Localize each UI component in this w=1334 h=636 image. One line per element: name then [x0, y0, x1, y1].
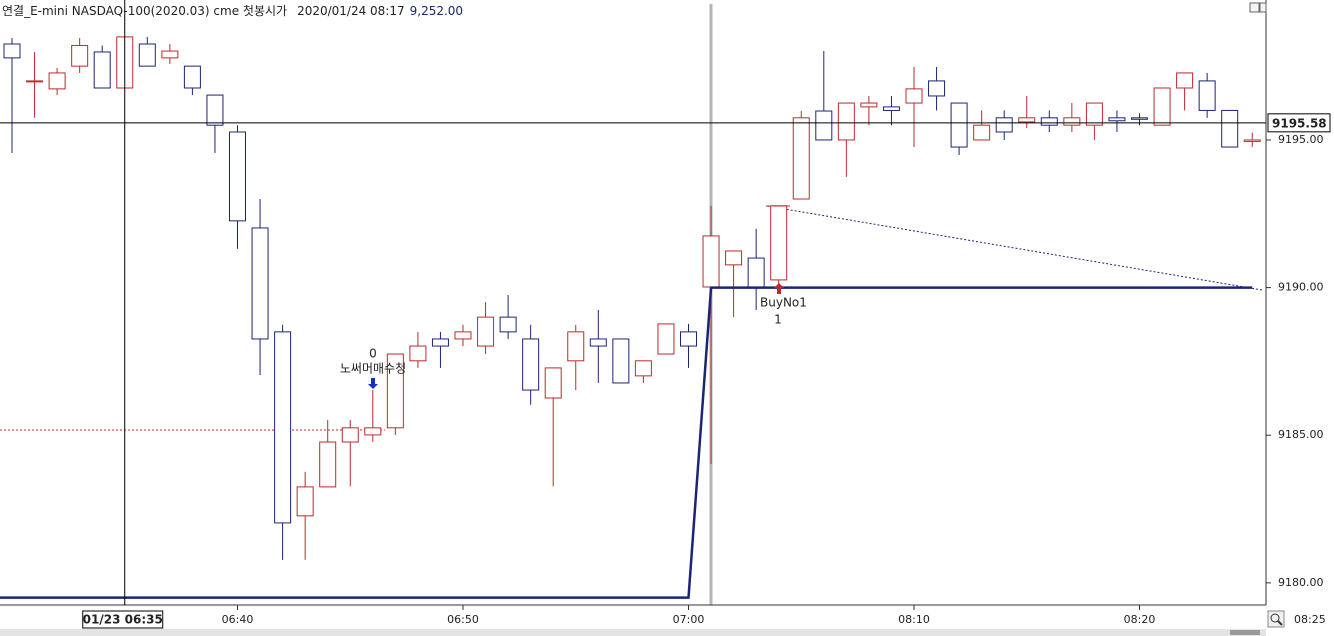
last-price: 9,252.00	[410, 4, 463, 18]
x-tick-label: 06:40	[222, 613, 254, 626]
candle-body	[1221, 109, 1239, 148]
candle-body	[1243, 139, 1261, 142]
signal-arrow	[774, 283, 784, 294]
candle-body	[837, 102, 855, 141]
candle-body	[341, 427, 359, 443]
candle-body	[522, 338, 540, 391]
candle-body	[725, 250, 743, 266]
signal-name: BuyNo1	[760, 296, 807, 310]
window-button[interactable]	[1249, 2, 1260, 13]
candle-body	[544, 367, 562, 399]
zoom-button[interactable]	[1267, 610, 1285, 628]
candle-body	[3, 43, 21, 59]
candle-body	[454, 331, 472, 340]
crosshair-x-label: 01/23 06:35	[83, 613, 163, 627]
candle-body	[386, 353, 404, 429]
plot	[3, 36, 1261, 560]
candle-body	[26, 80, 44, 83]
candle-body	[499, 316, 517, 333]
candle-body	[995, 117, 1013, 133]
candle-body	[1108, 117, 1126, 122]
candle-body	[815, 110, 833, 141]
candle-body	[296, 486, 314, 517]
candle-body	[634, 360, 652, 377]
signal-quantity: 1	[774, 313, 782, 327]
y-tick-label: 9180.00	[1278, 576, 1324, 589]
candle-body	[206, 94, 224, 126]
candle-body	[905, 88, 923, 104]
y-tick-label: 9185.00	[1278, 428, 1324, 441]
candle-body	[1131, 117, 1148, 120]
candle-body	[431, 338, 449, 347]
candle-body	[770, 205, 788, 281]
candle-body	[477, 316, 495, 347]
candle-body	[567, 331, 585, 362]
candle-body	[1198, 80, 1216, 111]
candle-body	[1063, 117, 1081, 126]
candle-body	[319, 441, 337, 488]
candle-body	[973, 124, 991, 141]
candle-body	[1040, 117, 1058, 126]
signal-quantity: 0	[369, 347, 377, 361]
scrollbar[interactable]	[0, 629, 1266, 636]
candle-body	[589, 338, 607, 347]
candle-body	[71, 44, 89, 67]
scroll-thumb[interactable]	[1230, 630, 1260, 635]
candle-body	[138, 43, 156, 67]
x-tick-label: 08:20	[1124, 613, 1156, 626]
y-tick-label: 9195.00	[1278, 133, 1324, 146]
candle-body	[274, 331, 292, 524]
chart-title: 연결_E-mini NASDAQ-100(2020.03) cme 첫봉시가 20…	[2, 4, 463, 18]
candle-body	[702, 235, 720, 288]
x-tick-label: 08:10	[898, 613, 930, 626]
y-tick-label: 9190.00	[1278, 281, 1324, 294]
candle-body	[882, 106, 900, 111]
x-tick-label: 06:50	[447, 613, 479, 626]
candle-body	[364, 427, 382, 436]
candle-body	[183, 65, 201, 89]
candle-body	[1018, 117, 1036, 123]
candle-body	[860, 102, 878, 108]
candle-body	[229, 131, 246, 222]
crosshair-y-label: 9195.58	[1272, 116, 1327, 130]
crosshair-x-box	[82, 610, 164, 629]
candle-body	[93, 51, 111, 89]
candle-body	[680, 331, 697, 347]
candle-body	[48, 72, 66, 90]
candle-body	[1176, 72, 1194, 89]
candle-body	[251, 227, 269, 340]
x-tick-label: 07:00	[673, 613, 705, 626]
timestamp: 2020/01/24 08:17	[297, 4, 405, 18]
candle-body	[928, 80, 946, 97]
signal-name: 노써머매수청	[340, 362, 406, 376]
position-line	[0, 286, 1253, 599]
candle-body	[950, 102, 968, 148]
title-text: 연결_E-mini NASDAQ-100(2020.03) cme 첫봉시가	[2, 4, 287, 18]
candle-body	[1085, 102, 1103, 126]
signal-arrow	[368, 378, 378, 389]
crosshair-y-box	[1267, 113, 1331, 133]
candle-body	[747, 257, 765, 288]
candle-body	[1153, 87, 1171, 126]
candle-body	[161, 50, 179, 59]
x-axis-end-label: 08:25	[1294, 613, 1326, 626]
scroll-button[interactable]	[1259, 2, 1267, 13]
candle-body	[657, 323, 675, 355]
candle-body	[792, 117, 810, 200]
candle-body	[612, 338, 630, 384]
candle-body	[409, 345, 427, 362]
